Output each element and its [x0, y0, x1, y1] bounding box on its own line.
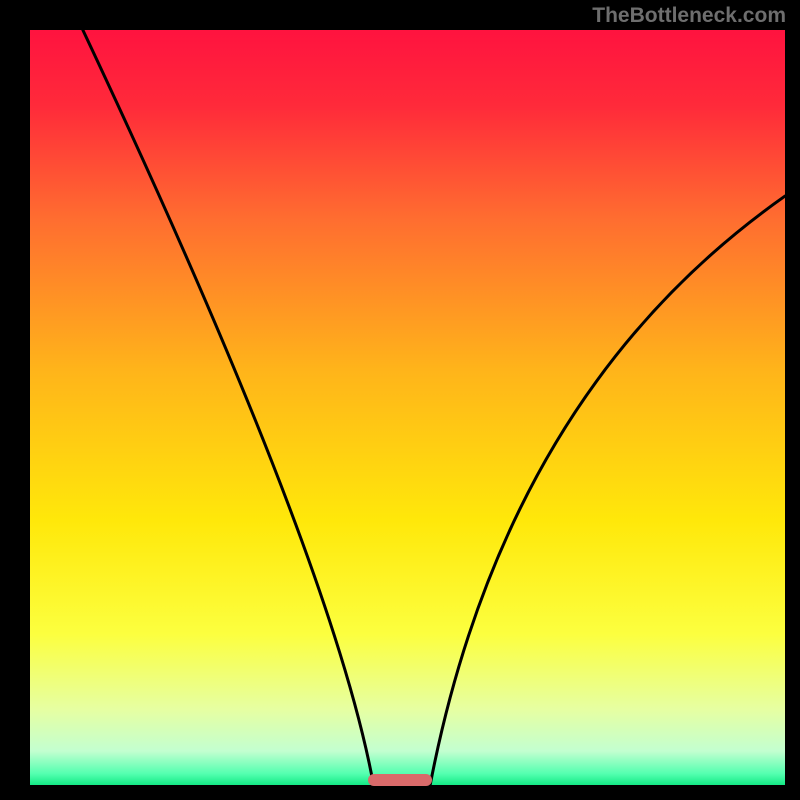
chart-frame: TheBottleneck.com	[0, 0, 800, 800]
bottleneck-curves	[30, 30, 785, 785]
optimal-range-marker	[368, 774, 432, 786]
watermark-text: TheBottleneck.com	[592, 4, 786, 28]
curve-left	[83, 30, 374, 785]
curve-right	[430, 196, 785, 785]
plot-area	[30, 30, 785, 785]
